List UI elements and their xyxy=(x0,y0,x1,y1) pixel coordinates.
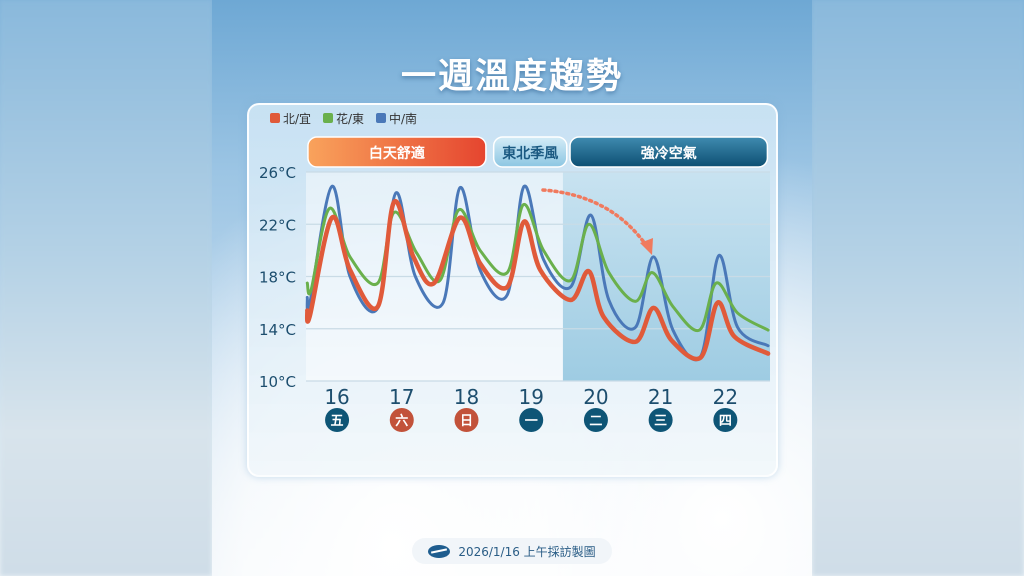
footer-text: 2026/1/16 上午採訪製圖 xyxy=(458,544,596,559)
y-tick-label: 26°C xyxy=(259,164,296,182)
series-line-花/東 xyxy=(305,203,770,333)
x-tick-date: 22 xyxy=(713,385,738,409)
weekday-label: 一 xyxy=(525,414,538,429)
legend-label: 北/宜 xyxy=(283,111,311,126)
weekday-label: 日 xyxy=(460,414,473,429)
weekday-label: 六 xyxy=(395,413,408,429)
band-label: 強冷空氣 xyxy=(641,145,697,162)
cwa-logo-icon xyxy=(428,544,451,558)
band-0 xyxy=(307,136,487,168)
weekday-badge xyxy=(583,408,608,432)
y-tick-label: 14°C xyxy=(259,321,296,339)
weekday-badge xyxy=(519,408,544,432)
weekday-badge xyxy=(648,408,673,432)
band-label: 東北季風 xyxy=(502,145,558,162)
legend-swatch xyxy=(376,113,386,123)
cooling-trend-arrow xyxy=(541,188,648,247)
x-tick-date: 17 xyxy=(389,385,414,409)
y-tick-label: 22°C xyxy=(259,216,296,234)
legend-swatch xyxy=(323,113,333,123)
x-tick-date: 16 xyxy=(324,385,349,409)
y-tick-label: 10°C xyxy=(259,373,296,391)
y-tick-label: 18°C xyxy=(259,269,296,287)
band-2 xyxy=(569,136,769,168)
weekday-badge xyxy=(389,408,414,432)
weekday-label: 五 xyxy=(331,414,344,429)
series-line-中/南 xyxy=(305,184,770,362)
x-tick-date: 21 xyxy=(648,385,673,409)
footer-credit: 2026/1/16 上午採訪製圖 xyxy=(412,538,612,564)
legend-label: 花/東 xyxy=(336,111,364,126)
band-1 xyxy=(492,136,568,168)
x-tick-date: 19 xyxy=(518,385,543,409)
x-tick-date: 18 xyxy=(454,385,479,409)
weekday-badge xyxy=(713,408,738,432)
band-label: 白天舒適 xyxy=(369,145,425,162)
series-line-北/宜 xyxy=(304,199,771,362)
weekday-label: 二 xyxy=(589,414,602,429)
weekday-badge xyxy=(325,408,350,432)
weekday-label: 三 xyxy=(654,414,667,429)
background-left xyxy=(0,0,212,576)
page-title: 一週溫度趨勢 xyxy=(400,57,623,97)
x-tick-date: 20 xyxy=(583,385,608,409)
weekday-badge xyxy=(454,408,479,432)
arrow-head-icon xyxy=(640,238,653,255)
legend-swatch xyxy=(270,113,280,123)
background-right xyxy=(812,0,1024,576)
weekday-label: 四 xyxy=(719,414,732,429)
legend-label: 中/南 xyxy=(389,111,417,126)
